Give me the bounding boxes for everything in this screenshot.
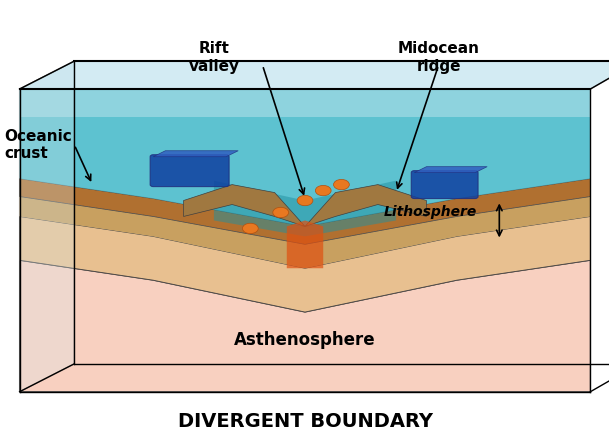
Polygon shape: [20, 178, 590, 244]
Polygon shape: [20, 232, 590, 312]
Circle shape: [334, 179, 350, 190]
Text: Oceanic
crust: Oceanic crust: [4, 129, 72, 161]
Circle shape: [315, 185, 331, 196]
Polygon shape: [20, 89, 305, 227]
Text: Asthenosphere: Asthenosphere: [234, 331, 376, 349]
Text: DIVERGENT BOUNDARY: DIVERGENT BOUNDARY: [178, 412, 432, 430]
Polygon shape: [20, 61, 74, 392]
Text: Rift
valley: Rift valley: [188, 41, 239, 74]
Polygon shape: [414, 167, 487, 173]
Text: Lithosphere: Lithosphere: [384, 206, 477, 219]
Polygon shape: [214, 181, 396, 237]
Polygon shape: [287, 221, 323, 268]
FancyBboxPatch shape: [150, 155, 229, 187]
FancyBboxPatch shape: [411, 171, 478, 199]
Circle shape: [273, 207, 289, 218]
Circle shape: [242, 223, 258, 233]
Polygon shape: [184, 184, 305, 227]
Polygon shape: [20, 89, 590, 117]
Polygon shape: [20, 197, 590, 268]
Polygon shape: [153, 151, 239, 157]
Polygon shape: [20, 61, 610, 89]
Polygon shape: [305, 89, 590, 227]
Circle shape: [297, 195, 313, 206]
Text: Midocean
ridge: Midocean ridge: [398, 41, 479, 74]
Polygon shape: [20, 216, 590, 312]
Polygon shape: [20, 260, 590, 392]
Polygon shape: [305, 184, 426, 227]
